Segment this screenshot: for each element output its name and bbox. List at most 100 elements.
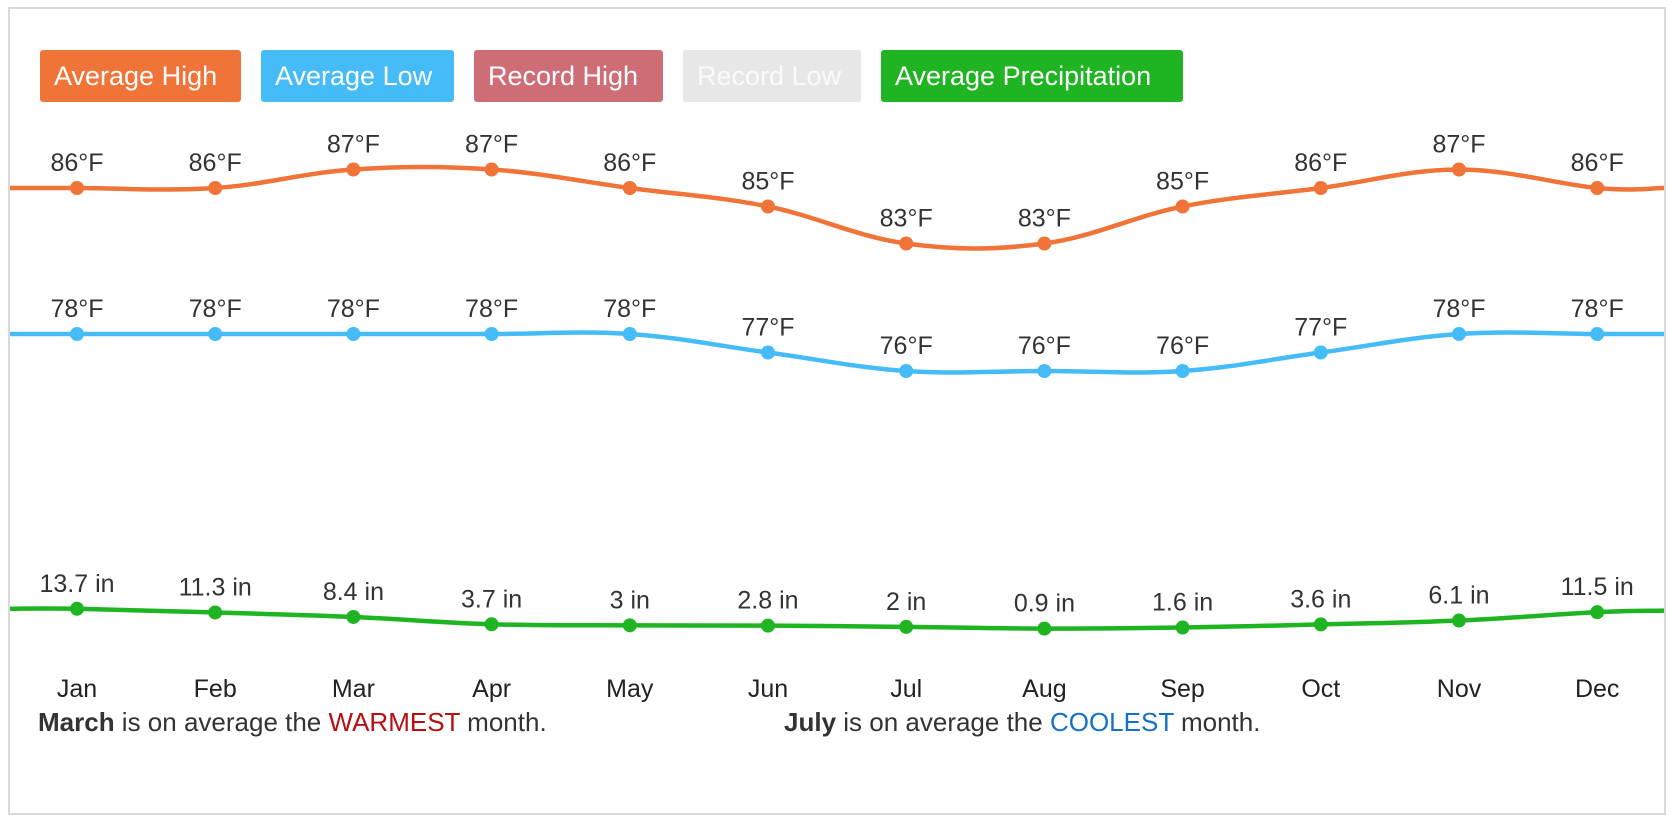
data-label-avg-low-jun: 77°F: [741, 314, 794, 342]
x-tick-label-jun: Jun: [748, 675, 788, 703]
coolest-end-text: month.: [1173, 707, 1261, 737]
x-tick-label-dec: Dec: [1575, 675, 1619, 703]
data-label-avg-low-jan: 78°F: [50, 295, 103, 323]
climate-chart-card: Average High Average Low Record High Rec…: [8, 7, 1666, 815]
point-avg-precip-jun: [761, 618, 775, 633]
point-avg-low-feb: [208, 327, 223, 341]
data-label-avg-high-mar: 87°F: [327, 131, 380, 159]
data-label-avg-precip-dec: 11.5 in: [1561, 573, 1634, 601]
point-avg-high-dec: [1590, 181, 1605, 195]
coolest-month-note: July is on average the COOLEST month.: [784, 707, 1260, 738]
point-avg-low-apr: [484, 327, 499, 341]
data-label-avg-high-jul: 83°F: [880, 205, 933, 233]
point-avg-precip-feb: [208, 605, 223, 620]
data-label-avg-precip-may: 3 in: [610, 586, 650, 614]
warmest-mid-text: is on average the: [114, 707, 329, 737]
data-label-avg-low-may: 78°F: [603, 295, 656, 323]
coolest-month-name: July: [784, 707, 837, 737]
legend-record-low-button[interactable]: Record Low: [683, 50, 861, 102]
chart-legend: Average High Average Low Record High Rec…: [40, 50, 1203, 102]
point-avg-low-jan: [70, 327, 84, 341]
warmest-month-note: March is on average the WARMEST month.: [38, 707, 547, 738]
x-tick-label-oct: Oct: [1301, 675, 1340, 703]
point-avg-high-jul: [899, 236, 914, 251]
point-avg-high-sep: [1175, 199, 1190, 214]
data-label-avg-precip-apr: 3.7 in: [461, 585, 522, 613]
x-tick-label-feb: Feb: [194, 675, 237, 703]
warmest-end-text: month.: [459, 707, 547, 737]
point-avg-low-may: [622, 327, 637, 341]
data-label-avg-high-jun: 85°F: [741, 168, 794, 196]
series-line-avg-high: [10, 164, 1665, 251]
point-avg-low-jul: [899, 364, 914, 378]
point-avg-low-sep: [1175, 364, 1190, 378]
data-label-avg-high-oct: 86°F: [1294, 149, 1347, 177]
data-label-avg-high-feb: 86°F: [189, 149, 242, 177]
legend-record-high-button[interactable]: Record High: [474, 50, 663, 102]
data-label-avg-high-nov: 87°F: [1432, 131, 1485, 159]
x-tick-label-nov: Nov: [1437, 675, 1482, 703]
point-avg-low-oct: [1313, 345, 1328, 360]
data-label-avg-high-apr: 87°F: [465, 131, 518, 159]
data-label-avg-low-oct: 77°F: [1294, 314, 1347, 342]
point-avg-precip-dec: [1590, 605, 1605, 620]
point-avg-low-nov: [1452, 327, 1466, 341]
point-avg-high-jun: [761, 199, 775, 214]
data-label-avg-precip-jul: 2 in: [886, 588, 926, 616]
data-label-avg-low-mar: 78°F: [327, 295, 380, 323]
coolest-word: COOLEST: [1049, 707, 1174, 737]
point-avg-precip-apr: [484, 617, 499, 632]
data-label-avg-precip-nov: 6.1 in: [1428, 582, 1489, 610]
point-avg-precip-jan: [70, 601, 84, 616]
warmest-word: WARMEST: [328, 707, 460, 737]
data-label-avg-precip-jan: 13.7 in: [39, 570, 114, 598]
x-tick-label-apr: Apr: [472, 675, 511, 703]
point-avg-high-oct: [1313, 181, 1328, 195]
point-avg-low-mar: [346, 327, 361, 341]
point-avg-precip-nov: [1452, 613, 1466, 628]
point-avg-precip-sep: [1175, 620, 1190, 635]
data-label-avg-precip-aug: 0.9 in: [1014, 590, 1075, 618]
data-label-avg-high-sep: 85°F: [1156, 168, 1209, 196]
legend-average-precipitation-button[interactable]: Average Precipitation: [881, 50, 1183, 102]
point-avg-precip-aug: [1037, 621, 1052, 636]
series-line-avg-low: [10, 330, 1664, 375]
point-avg-high-feb: [208, 181, 223, 195]
series-line-avg-precip: [9, 606, 1665, 631]
data-label-avg-precip-sep: 1.6 in: [1152, 589, 1213, 617]
data-label-avg-precip-mar: 8.4 in: [323, 578, 384, 606]
point-avg-low-aug: [1037, 364, 1052, 378]
data-label-avg-low-sep: 76°F: [1156, 332, 1209, 360]
point-avg-high-may: [622, 181, 637, 195]
point-avg-precip-may: [622, 618, 637, 633]
x-tick-label-aug: Aug: [1022, 675, 1066, 703]
point-avg-precip-mar: [346, 609, 361, 624]
data-label-avg-high-may: 86°F: [603, 149, 656, 177]
point-avg-high-jan: [70, 181, 84, 195]
point-avg-low-jun: [761, 345, 775, 360]
data-label-avg-low-jul: 76°F: [880, 332, 933, 360]
coolest-mid-text: is on average the: [836, 707, 1050, 737]
point-avg-high-aug: [1037, 236, 1052, 251]
data-label-avg-high-dec: 86°F: [1571, 149, 1624, 177]
data-label-avg-low-aug: 76°F: [1018, 332, 1071, 360]
legend-average-low-button[interactable]: Average Low: [261, 50, 454, 102]
data-label-avg-high-jan: 86°F: [50, 149, 103, 177]
point-avg-low-dec: [1590, 327, 1605, 341]
data-label-avg-low-nov: 78°F: [1432, 295, 1485, 323]
data-label-avg-high-aug: 83°F: [1018, 205, 1071, 233]
point-avg-high-mar: [346, 162, 361, 177]
point-avg-precip-jul: [899, 619, 914, 634]
data-label-avg-low-dec: 78°F: [1571, 295, 1624, 323]
point-avg-high-apr: [484, 162, 499, 177]
data-label-avg-precip-jun: 2.8 in: [737, 587, 798, 615]
point-avg-high-nov: [1452, 162, 1466, 177]
data-label-avg-precip-feb: 11.3 in: [179, 573, 252, 601]
data-label-avg-low-feb: 78°F: [189, 295, 242, 323]
data-label-avg-precip-oct: 3.6 in: [1290, 585, 1351, 613]
x-tick-label-sep: Sep: [1160, 675, 1204, 703]
x-tick-label-jan: Jan: [57, 675, 97, 703]
legend-average-high-button[interactable]: Average High: [40, 50, 241, 102]
x-tick-label-mar: Mar: [332, 675, 375, 703]
